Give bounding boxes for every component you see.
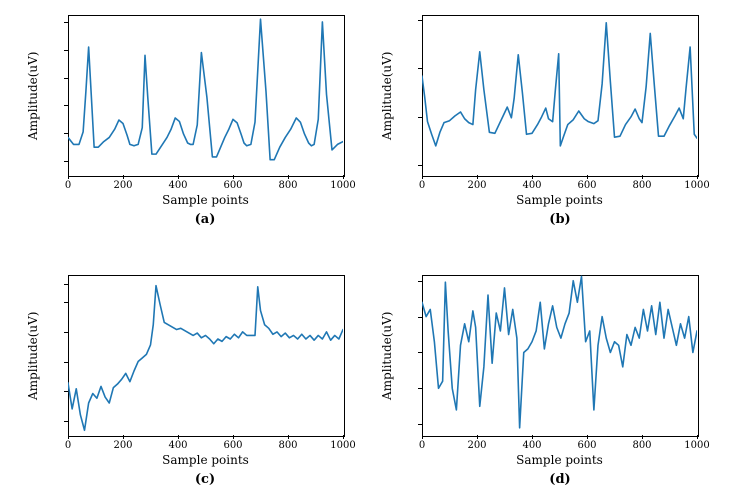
xtick-mark — [477, 435, 478, 439]
xtick-mark — [123, 175, 124, 179]
panel-caption-a: (a) — [195, 212, 216, 227]
xtick-mark — [477, 175, 478, 179]
xtick-label: 0 — [65, 180, 71, 191]
xtick-label: 400 — [168, 440, 187, 451]
xtick-mark — [233, 435, 234, 439]
xtick-mark — [288, 435, 289, 439]
xtick-mark — [123, 435, 124, 439]
xtick-label: 1000 — [330, 180, 355, 191]
xtick-label: 400 — [522, 180, 541, 191]
xtick-mark — [233, 175, 234, 179]
xtick-label: 200 — [113, 180, 132, 191]
panel-caption-c: (c) — [195, 472, 215, 487]
xtick-label: 800 — [632, 180, 651, 191]
xtick-mark — [697, 175, 698, 179]
xtick-mark — [532, 175, 533, 179]
x-axis-label: Sample points — [516, 193, 603, 207]
x-axis-label: Sample points — [516, 453, 603, 467]
xtick-mark — [642, 175, 643, 179]
xtick-label: 600 — [577, 180, 596, 191]
xtick-label: 800 — [278, 180, 297, 191]
xtick-mark — [422, 435, 423, 439]
xtick-label: 400 — [522, 440, 541, 451]
xtick-mark — [642, 435, 643, 439]
xtick-mark — [343, 435, 344, 439]
xtick-label: 0 — [419, 180, 425, 191]
y-axis-label: Amplitude(uV) — [26, 312, 40, 401]
xtick-label: 1000 — [330, 440, 355, 451]
xtick-mark — [587, 175, 588, 179]
panel-caption-b: (b) — [549, 212, 570, 227]
xtick-label: 800 — [278, 440, 297, 451]
xtick-label: 600 — [577, 440, 596, 451]
xtick-label: 0 — [419, 440, 425, 451]
y-axis-label: Amplitude(uV) — [380, 52, 394, 141]
y-axis-label: Amplitude(uV) — [26, 52, 40, 141]
y-axis-label: Amplitude(uV) — [380, 312, 394, 401]
xtick-label: 200 — [467, 440, 486, 451]
xtick-mark — [587, 435, 588, 439]
xtick-mark — [178, 175, 179, 179]
xtick-mark — [178, 435, 179, 439]
xtick-label: 600 — [223, 440, 242, 451]
xtick-mark — [532, 435, 533, 439]
xtick-mark — [68, 435, 69, 439]
x-axis-label: Sample points — [162, 453, 249, 467]
xtick-label: 1000 — [684, 180, 709, 191]
x-axis-label: Sample points — [162, 193, 249, 207]
chart-line-a — [68, 15, 343, 175]
xtick-mark — [288, 175, 289, 179]
chart-line-c — [68, 275, 343, 435]
chart-line-b — [422, 15, 697, 175]
xtick-label: 1000 — [684, 440, 709, 451]
xtick-label: 400 — [168, 180, 187, 191]
xtick-mark — [422, 175, 423, 179]
xtick-label: 0 — [65, 440, 71, 451]
xtick-mark — [343, 175, 344, 179]
xtick-label: 200 — [113, 440, 132, 451]
xtick-label: 600 — [223, 180, 242, 191]
xtick-mark — [697, 435, 698, 439]
chart-line-d — [422, 275, 697, 435]
xtick-label: 200 — [467, 180, 486, 191]
xtick-mark — [68, 175, 69, 179]
xtick-label: 800 — [632, 440, 651, 451]
panel-caption-d: (d) — [549, 472, 570, 487]
